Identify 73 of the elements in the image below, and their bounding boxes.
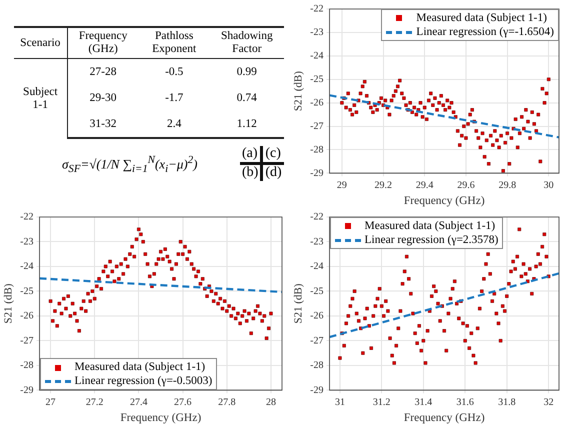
x-tick-label: 31.6 xyxy=(456,396,474,408)
y-tick-label: -29 xyxy=(20,384,34,396)
y-tick-label: -23 xyxy=(20,236,34,248)
y-tick-label: -25 xyxy=(310,286,324,297)
x-axis-title: Frequency (GHz) xyxy=(120,412,202,424)
y-tick-label: -29 xyxy=(310,384,324,396)
y-tick-label: -25 xyxy=(310,74,324,85)
x-tick-label: 28 xyxy=(266,396,276,408)
y-tick-label: -28 xyxy=(20,360,34,372)
x-tick-label: 27.4 xyxy=(130,396,148,408)
y-axis-title: S21 (dB) xyxy=(2,283,14,324)
x-axis-title: Frequency (GHz) xyxy=(404,412,485,424)
y-tick-label: -24 xyxy=(20,261,34,272)
x-tick-label: 27.8 xyxy=(218,396,236,408)
text: Scenario xyxy=(14,27,68,58)
text: -0.5 xyxy=(164,64,184,80)
text: 2.4 xyxy=(138,111,210,138)
x-tick-label: 30 xyxy=(544,180,554,191)
y-tick-label: -23 xyxy=(310,236,324,248)
y-tick-label: -28 xyxy=(310,144,324,156)
x-tick-label: 29.4 xyxy=(416,180,434,191)
legend-label: Linear regression (γ=2.3578) xyxy=(364,234,498,246)
text: 0.99 xyxy=(236,64,258,80)
legend-label: Measured data (Subject 1-1) xyxy=(74,361,206,374)
y-tick-label: -26 xyxy=(20,310,34,322)
y-tick-label: -29 xyxy=(310,168,324,179)
text: Pathloss Exponent xyxy=(138,27,210,58)
text: (d) xyxy=(264,164,283,181)
x-tick-label: 31 xyxy=(334,396,345,408)
legend-label: Linear regression (γ=-0.5003) xyxy=(74,375,212,388)
x-tick-label: 27 xyxy=(46,396,56,408)
text: (b) xyxy=(240,164,262,181)
text: Shadowing Factor xyxy=(210,27,284,58)
x-tick-label: 31.2 xyxy=(372,396,390,408)
x-tick-label: 29.8 xyxy=(498,180,516,191)
x-axis-title: Frequency (GHz) xyxy=(404,195,485,208)
text: (a) xyxy=(240,146,262,164)
text: 1.12 xyxy=(210,111,284,138)
legend-label: Measured data (Subject 1-1) xyxy=(364,220,496,232)
y-tick-label: -28 xyxy=(310,360,324,372)
y-tick-label: -24 xyxy=(310,50,324,62)
text: 29-30 xyxy=(88,90,118,106)
y-tick-label: -27 xyxy=(310,335,324,346)
legend-label: Measured data (Subject 1-1) xyxy=(416,12,547,24)
x-tick-label: 31.4 xyxy=(414,396,432,408)
y-tick-label: -24 xyxy=(310,261,324,272)
y-tick-label: -23 xyxy=(310,27,324,38)
text: Frequency (GHz) xyxy=(67,27,139,58)
y-tick-label: -22 xyxy=(20,212,34,223)
y-tick-label: -27 xyxy=(310,120,324,132)
y-axis-title: S21 (dB) xyxy=(292,283,304,324)
text: (c) xyxy=(262,146,284,164)
text: 27-28 xyxy=(88,64,118,80)
y-tick-label: -27 xyxy=(20,335,34,346)
x-tick-label: 32 xyxy=(544,396,554,408)
text: Subject 1-1 xyxy=(14,58,68,138)
y-tick-label: -26 xyxy=(310,97,324,108)
x-tick-label: 27.2 xyxy=(86,396,104,408)
x-tick-label: 29 xyxy=(336,180,347,191)
text: 0.74 xyxy=(236,90,258,106)
y-tick-label: -22 xyxy=(310,4,324,15)
y-tick-label: -22 xyxy=(310,212,324,223)
legend-label: Linear regression (γ=-1.6504) xyxy=(416,26,554,38)
y-tick-label: -26 xyxy=(310,310,324,322)
text: 31-32 xyxy=(67,111,139,138)
text: -1.7 xyxy=(164,90,184,106)
text: σ$_{SF}$=√(1/N ∑$_{i=1}$$^{N}$(x$_{i}$−μ)$^{2}$) xyxy=(62,154,198,175)
x-tick-label: 29.6 xyxy=(457,180,475,191)
x-tick-label: 27.6 xyxy=(174,396,192,408)
y-tick-label: -25 xyxy=(20,286,34,297)
y-axis-title: S21 (dB) xyxy=(292,70,304,112)
x-tick-label: 31.8 xyxy=(498,396,516,408)
x-tick-label: 29.2 xyxy=(374,180,392,191)
